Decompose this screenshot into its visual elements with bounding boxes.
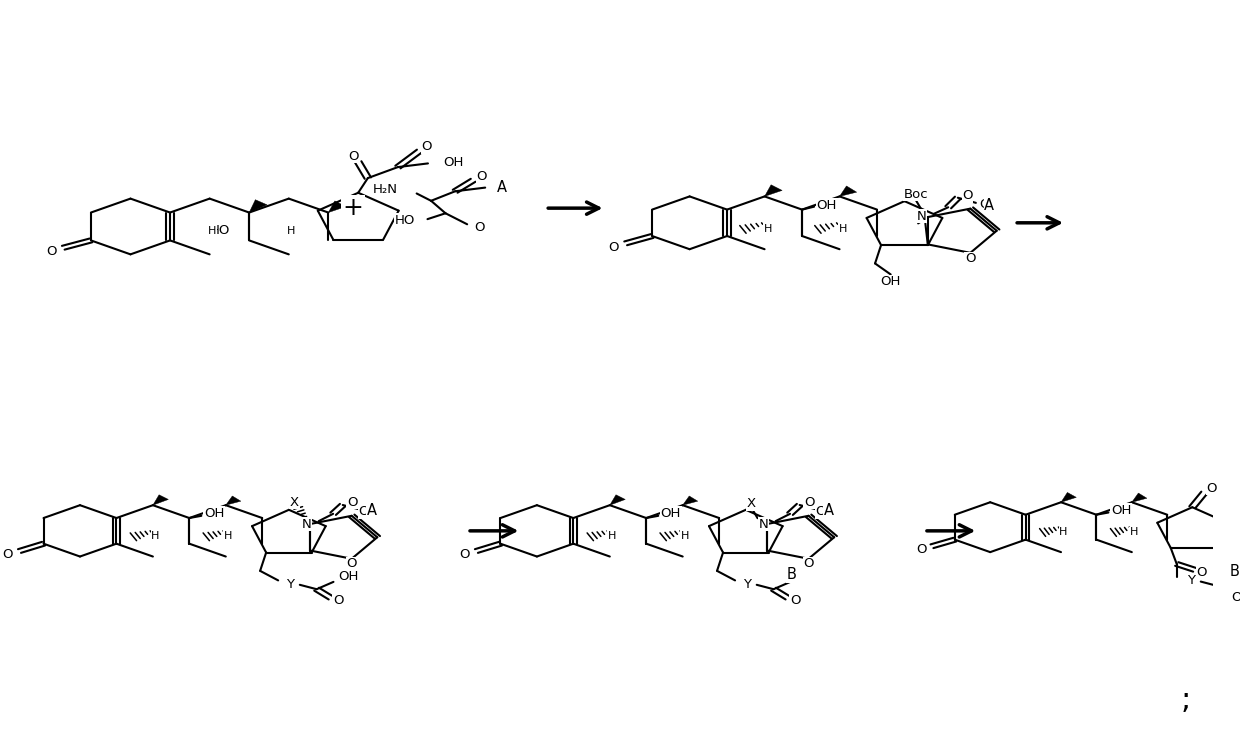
Polygon shape xyxy=(329,201,346,213)
Text: O: O xyxy=(965,252,976,265)
Text: A: A xyxy=(823,503,833,518)
Text: O: O xyxy=(358,505,370,518)
Text: OH: OH xyxy=(1111,504,1131,517)
Text: OH: OH xyxy=(339,570,358,582)
Text: HO: HO xyxy=(210,225,229,237)
Text: OH: OH xyxy=(444,156,464,169)
Polygon shape xyxy=(610,495,625,505)
Text: H: H xyxy=(681,531,689,541)
Text: Y: Y xyxy=(1187,574,1195,588)
Text: H: H xyxy=(764,224,773,234)
Text: B: B xyxy=(1230,564,1239,579)
Text: X: X xyxy=(746,497,756,510)
Text: +: + xyxy=(342,196,363,220)
Text: O: O xyxy=(474,222,485,234)
Polygon shape xyxy=(249,200,267,213)
Text: OH: OH xyxy=(203,507,224,520)
Text: O: O xyxy=(346,557,357,571)
Text: A: A xyxy=(367,503,377,518)
Text: X: X xyxy=(290,496,299,508)
Text: O: O xyxy=(609,240,619,253)
Text: O: O xyxy=(334,594,343,607)
Text: OH: OH xyxy=(880,275,901,288)
Text: N: N xyxy=(916,210,926,222)
Text: B: B xyxy=(786,567,796,582)
Text: H: H xyxy=(208,226,216,236)
Text: H: H xyxy=(1059,528,1068,537)
Text: O: O xyxy=(422,140,432,153)
Polygon shape xyxy=(765,185,782,197)
Text: O: O xyxy=(980,198,990,211)
Text: O: O xyxy=(1197,566,1208,579)
Text: A: A xyxy=(497,180,507,195)
Text: H: H xyxy=(151,531,160,541)
Text: Y: Y xyxy=(743,578,751,590)
Text: H: H xyxy=(1130,528,1138,537)
Text: O: O xyxy=(1231,591,1240,605)
Text: ;: ; xyxy=(1180,685,1192,714)
Text: O: O xyxy=(2,548,12,561)
Text: O: O xyxy=(46,245,57,258)
Text: OH: OH xyxy=(661,507,681,520)
Text: O: O xyxy=(916,543,926,556)
Polygon shape xyxy=(1061,492,1076,503)
Text: N: N xyxy=(759,517,769,531)
Text: H₂N: H₂N xyxy=(372,183,397,197)
Text: O: O xyxy=(348,149,358,163)
Text: O: O xyxy=(804,557,813,571)
Text: A: A xyxy=(985,197,994,213)
Text: H: H xyxy=(286,226,295,236)
Text: H: H xyxy=(839,224,847,234)
Text: O: O xyxy=(816,505,826,518)
Text: O: O xyxy=(804,496,815,508)
Text: Boc: Boc xyxy=(904,188,928,200)
Text: OH: OH xyxy=(816,199,837,211)
Text: O: O xyxy=(962,189,972,202)
Text: HO: HO xyxy=(396,214,415,227)
Text: Y: Y xyxy=(286,578,294,590)
Polygon shape xyxy=(153,495,169,505)
Polygon shape xyxy=(839,186,857,197)
Text: H: H xyxy=(608,531,616,541)
Text: N: N xyxy=(301,517,311,531)
Text: O: O xyxy=(476,170,487,183)
Text: O: O xyxy=(459,548,470,561)
Polygon shape xyxy=(683,496,698,505)
Text: O: O xyxy=(347,496,357,508)
Polygon shape xyxy=(1132,493,1147,503)
Text: O: O xyxy=(790,594,801,607)
Polygon shape xyxy=(226,496,241,505)
Text: O: O xyxy=(1207,482,1216,494)
Text: H: H xyxy=(224,531,232,541)
